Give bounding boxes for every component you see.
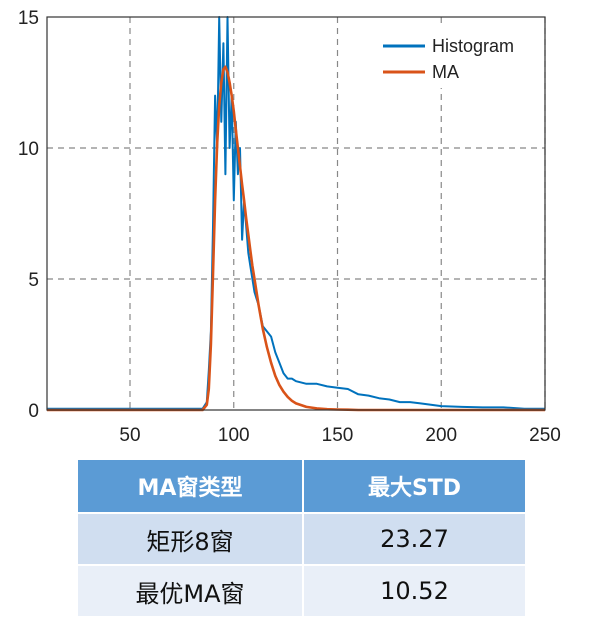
series-line-ma	[47, 65, 545, 412]
x-tick-label: 200	[425, 425, 457, 446]
cell-max-std: 23.27	[304, 514, 525, 566]
x-tick-label: 50	[119, 425, 140, 446]
cell-max-std: 10.52	[304, 566, 525, 618]
y-tick-labels: 0 5 10 15	[18, 8, 39, 422]
legend: Histogram MA	[378, 28, 538, 88]
legend-box	[378, 28, 538, 88]
comparison-table: MA窗类型 最大STD 矩形8窗 23.27 最优MA窗 10.52	[78, 460, 525, 618]
x-tick-label: 150	[322, 425, 354, 446]
chart: 50 100 150 200 250 0 5 10 15 Histogram MA	[18, 8, 561, 446]
table-row: 矩形8窗 23.27	[78, 514, 525, 566]
axes-box	[46, 16, 546, 411]
x-tick-labels: 50 100 150 200 250	[119, 425, 560, 446]
x-tick-label: 100	[218, 425, 250, 446]
y-tick-label: 10	[18, 139, 39, 160]
cell-window-type: 最优MA窗	[78, 566, 304, 618]
table-row: 最优MA窗 10.52	[78, 566, 525, 618]
grid-lines	[47, 17, 546, 410]
x-tick-label: 250	[529, 425, 561, 446]
cell-window-type: 矩形8窗	[78, 514, 304, 566]
table-header-row: MA窗类型 最大STD	[78, 460, 525, 514]
y-tick-label: 5	[28, 270, 39, 291]
legend-histogram-label: Histogram	[432, 36, 514, 56]
header-ma-window-type: MA窗类型	[78, 460, 304, 514]
y-tick-label: 15	[18, 8, 39, 29]
legend-ma-label: MA	[432, 62, 459, 82]
y-tick-label: 0	[28, 401, 39, 422]
header-max-std: 最大STD	[304, 460, 525, 514]
